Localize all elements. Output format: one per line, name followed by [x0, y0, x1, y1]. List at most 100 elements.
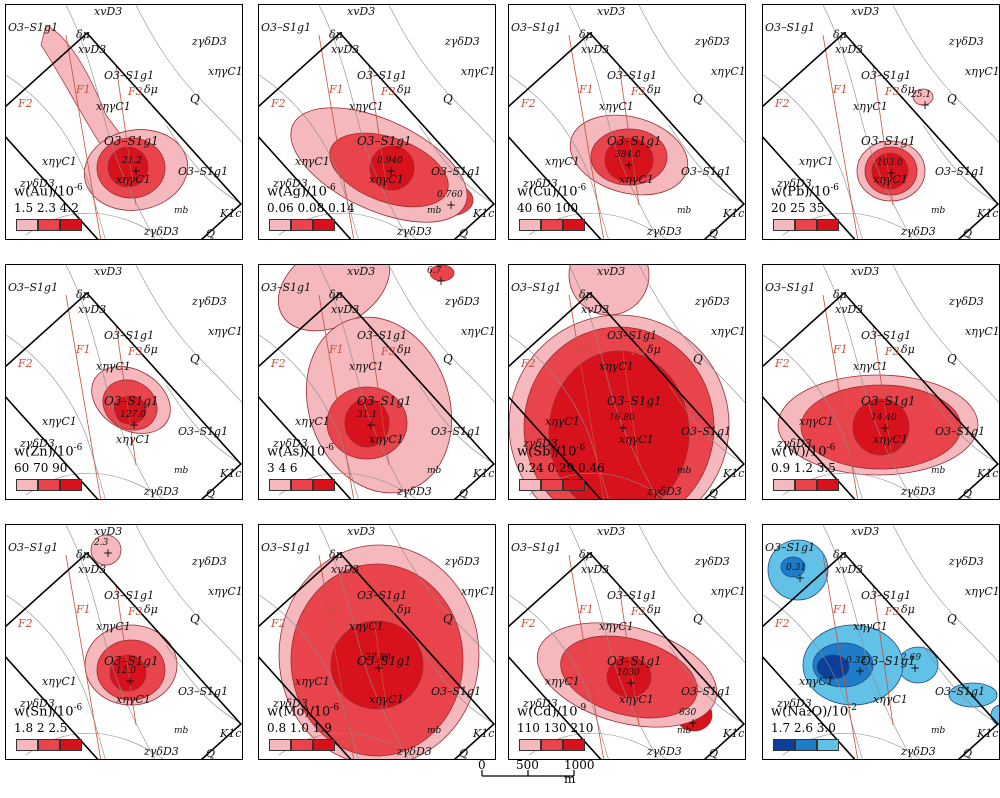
study-area-outline	[763, 291, 999, 499]
geology-boundary-line	[509, 334, 609, 499]
geo-label-dmu2: δμ	[901, 343, 915, 356]
fault-line	[568, 294, 605, 499]
legend-title: w(Sb)/10-6	[517, 443, 585, 459]
geo-label-zgd3: zγδD3	[143, 745, 179, 758]
geo-label-zgd2: zγδD3	[522, 697, 558, 710]
geo-label-zgd2: zγδD3	[522, 437, 558, 450]
legend-swatch-3	[817, 479, 839, 491]
peak-value: 16.80	[609, 413, 635, 423]
geo-label-o3r: O3–S1g1	[431, 425, 481, 438]
geo-label-top: xvD3	[347, 265, 375, 278]
geo-label-f2: F2	[17, 617, 33, 630]
geo-label-o3r: O3–S1g1	[681, 685, 731, 698]
geo-label-xnr: xηγC1	[461, 585, 496, 598]
peak-value-marker: +	[125, 674, 135, 688]
geo-label-zgd2: zγδD3	[19, 697, 55, 710]
geology-boundary-line	[822, 525, 913, 759]
geology-boundary-line	[259, 74, 359, 239]
geo-label-tl: O3–S1g1	[765, 21, 815, 34]
legend-swatch-2	[291, 479, 313, 491]
geo-label-zgd3: zγδD3	[396, 225, 432, 238]
geo-label-dmu2: δμ	[647, 83, 661, 96]
geo-label-tl: O3–S1g1	[261, 541, 311, 554]
legend-title-exponent: -6	[326, 183, 336, 193]
geo-label-xnr: xηγC1	[461, 325, 496, 338]
legend-level-values: 0.9 1.2 3.5	[771, 461, 836, 475]
geo-label-zgd1: zγδD3	[948, 295, 984, 308]
map-panel-ag: xvD3 O3–S1g1 δμ xvD3 O3–S1g1 δμ xηγC1 O3–S1g1 xη…	[258, 4, 496, 240]
map-canvas: xvD3O3–S1g1δμxvD3O3–S1g1δμxηγC1O3–S1g1xη…	[259, 525, 496, 760]
geology-boundary-line	[418, 124, 495, 205]
peak-value-2: 2.3	[93, 538, 109, 548]
geo-label-xnr: xηγC1	[208, 65, 243, 78]
map-canvas: xvD3O3–S1g1δμxvD3O3–S1g1δμxηγC1O3–S1g1xη…	[763, 265, 1000, 499]
geo-label-o3mid: O3–S1g1	[861, 69, 911, 82]
anomaly-contour-extra	[429, 265, 455, 282]
geo-label-xnlc3: xηγC1	[369, 173, 404, 186]
geo-label-o3r: O3–S1g1	[178, 165, 228, 178]
legend-swatch-2	[795, 219, 817, 231]
geo-label-o3r: O3–S1g1	[935, 685, 985, 698]
geo-label-zgd2: zγδD3	[776, 437, 812, 450]
fault-line	[368, 584, 390, 726]
geo-label-zgd3: zγδD3	[143, 485, 179, 498]
legend-title: w(Na₂O)/10-2	[771, 703, 857, 719]
geo-label-dmu: δμ	[329, 28, 343, 41]
peak-value: 0.940	[377, 156, 403, 166]
geo-label-tl: O3–S1g1	[8, 281, 58, 294]
geo-label-tl: O3–S1g1	[261, 21, 311, 34]
geo-label-zgd1: zγδD3	[444, 295, 480, 308]
geo-label-o3c: O3–S1g1	[861, 394, 916, 408]
legend-title-exponent: -6	[73, 703, 83, 713]
fault-line	[872, 584, 894, 726]
geo-label-f3: F3	[127, 605, 143, 618]
map-panel-w: xvD3 O3–S1g1 δμ xvD3 O3–S1g1 δμ xηγC1 O3–S1g1 xη…	[762, 264, 1000, 500]
legend-swatch-3	[60, 219, 82, 231]
geo-label-f3: F3	[630, 85, 646, 98]
geo-label-dmu2: δμ	[397, 83, 411, 96]
geo-label-dmu2: δμ	[647, 603, 661, 616]
geology-boundary-line	[509, 594, 609, 759]
geo-label-xnlc1: xηγC1	[599, 360, 634, 373]
legend-swatch-1	[773, 739, 795, 751]
anomaly-contour-extra	[780, 556, 806, 578]
geo-label-q2: Q	[459, 227, 468, 240]
geo-label-mb: mb	[427, 726, 442, 736]
legend-title-text: w(Sb)/10	[517, 444, 577, 460]
geo-label-dmu: δμ	[579, 288, 593, 301]
geo-label-q1: Q	[190, 92, 200, 106]
geo-label-xnr: xηγC1	[965, 325, 1000, 338]
geology-boundary-line	[388, 525, 495, 664]
geo-label-f2: F2	[520, 357, 536, 370]
legend-title-exponent: -9	[577, 703, 587, 713]
legend-swatch-3	[817, 739, 839, 751]
fault-line	[618, 64, 640, 206]
geo-label-xnlc1: xηγC1	[96, 620, 131, 633]
geology-boundary-line	[318, 265, 409, 499]
geo-label-top: xvD3	[94, 265, 122, 278]
legend-swatch-2	[541, 739, 563, 751]
scale-tick-1000: 1000 m	[564, 758, 595, 786]
geo-label-f3: F3	[127, 85, 143, 98]
study-area-outline	[259, 31, 495, 239]
peak-value: 21.2	[121, 156, 142, 166]
legend-level-values: 1.5 2.3 4.2	[14, 201, 79, 215]
study-area-outline	[259, 551, 495, 759]
geo-label-o3c: O3–S1g1	[357, 394, 412, 408]
geo-label-f1: F1	[75, 603, 91, 616]
geo-label-q2: Q	[459, 747, 468, 760]
legend-swatch-1	[269, 479, 291, 491]
geo-label-o3c: O3–S1g1	[607, 394, 662, 408]
legend-level-values: 60 70 90	[14, 461, 68, 475]
study-area-outline	[509, 291, 745, 499]
legend-title-text: w(Pb)/10	[771, 184, 831, 200]
geo-label-o3mid: O3–S1g1	[607, 589, 657, 602]
geo-label-xnlc3: xηγC1	[369, 693, 404, 706]
geo-label-o3mid: O3–S1g1	[861, 589, 911, 602]
fault-line	[618, 324, 640, 466]
geo-label-o3c: O3–S1g1	[104, 654, 159, 668]
geo-label-k1c: K1c	[976, 467, 998, 480]
geo-label-xnlc2: xηγC1	[545, 155, 580, 168]
geo-label-zgd3: zγδD3	[646, 745, 682, 758]
